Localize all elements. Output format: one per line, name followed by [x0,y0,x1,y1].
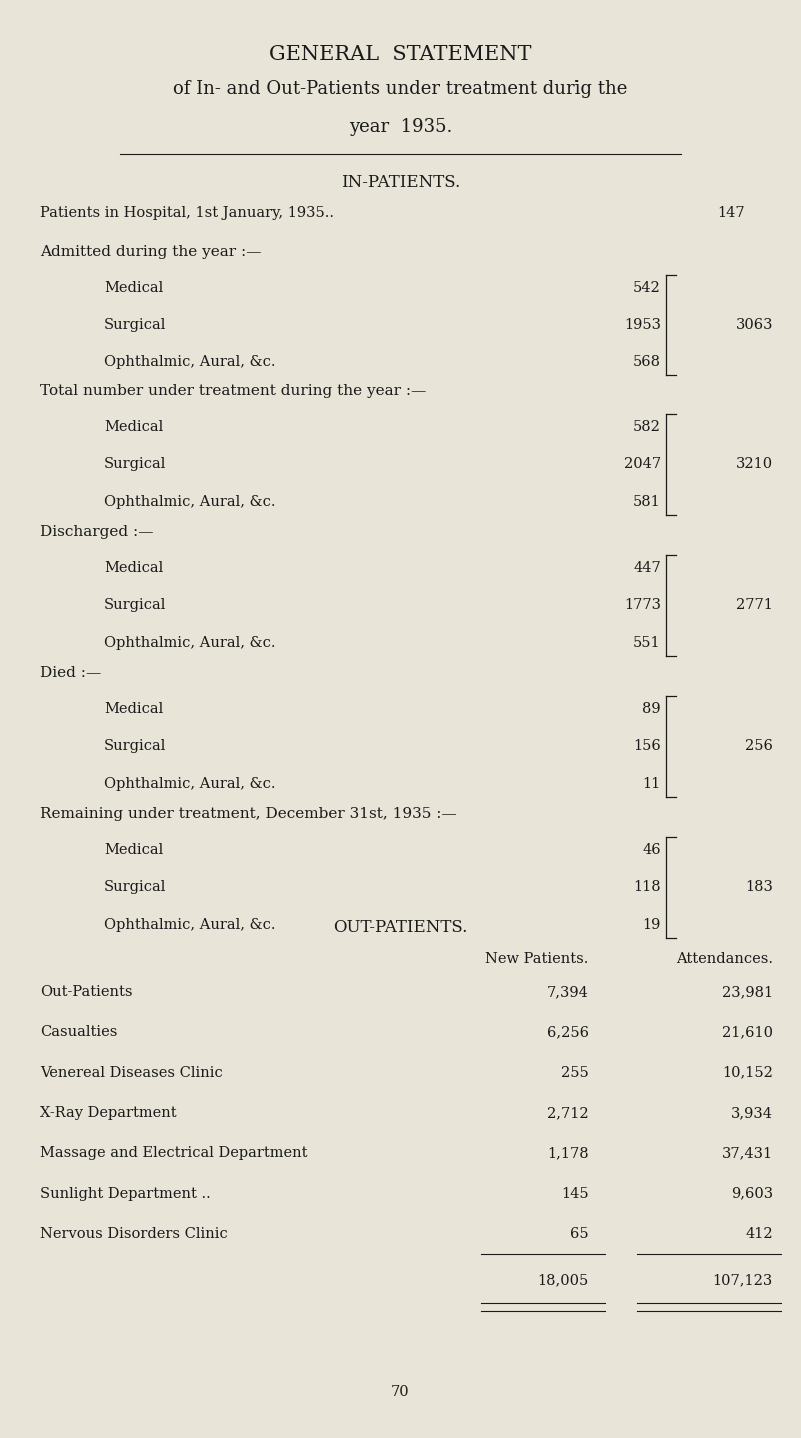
Text: Medical: Medical [104,561,163,575]
Text: Died :—: Died :— [40,666,101,680]
Text: OUT-PATIENTS.: OUT-PATIENTS. [333,919,468,936]
Text: 581: 581 [633,495,661,509]
Text: 2771: 2771 [736,598,773,613]
Text: 65: 65 [570,1227,589,1241]
Text: 183: 183 [745,880,773,894]
Text: Massage and Electrical Department: Massage and Electrical Department [40,1146,308,1160]
Text: 9,603: 9,603 [731,1186,773,1201]
Text: 10,152: 10,152 [722,1066,773,1080]
Text: Nervous Disorders Clinic: Nervous Disorders Clinic [40,1227,227,1241]
Text: 3063: 3063 [735,318,773,332]
Text: Sunlight Department ..: Sunlight Department .. [40,1186,211,1201]
Text: Venereal Diseases Clinic: Venereal Diseases Clinic [40,1066,223,1080]
Text: Surgical: Surgical [104,598,167,613]
Text: IN-PATIENTS.: IN-PATIENTS. [341,174,460,191]
Text: 3210: 3210 [736,457,773,472]
Text: Discharged :—: Discharged :— [40,525,154,539]
Text: of In- and Out-Patients under treatment duri̇g the: of In- and Out-Patients under treatment … [173,81,628,98]
Text: Out-Patients: Out-Patients [40,985,132,999]
Text: 46: 46 [642,843,661,857]
Text: 255: 255 [561,1066,589,1080]
Text: 412: 412 [746,1227,773,1241]
Text: Casualties: Casualties [40,1025,118,1040]
Text: Ophthalmic, Aural, &c.: Ophthalmic, Aural, &c. [104,636,276,650]
Text: 1773: 1773 [624,598,661,613]
Text: Attendances.: Attendances. [676,952,773,966]
Text: 147: 147 [718,206,745,220]
Text: 118: 118 [634,880,661,894]
Text: Admitted during the year :—: Admitted during the year :— [40,244,262,259]
Text: 568: 568 [633,355,661,370]
Text: 37,431: 37,431 [722,1146,773,1160]
Text: 23,981: 23,981 [722,985,773,999]
Text: Ophthalmic, Aural, &c.: Ophthalmic, Aural, &c. [104,777,276,791]
Text: Medical: Medical [104,702,163,716]
Text: 11: 11 [642,777,661,791]
Text: Patients in Hospital, 1st January, 1935..: Patients in Hospital, 1st January, 1935.… [40,206,334,220]
Text: 156: 156 [633,739,661,754]
Text: Surgical: Surgical [104,318,167,332]
Text: 89: 89 [642,702,661,716]
Text: Medical: Medical [104,843,163,857]
Text: 1953: 1953 [624,318,661,332]
Text: 2,712: 2,712 [547,1106,589,1120]
Text: 256: 256 [745,739,773,754]
Text: 7,394: 7,394 [547,985,589,999]
Text: Surgical: Surgical [104,739,167,754]
Text: Medical: Medical [104,280,163,295]
Text: 6,256: 6,256 [547,1025,589,1040]
Text: 551: 551 [634,636,661,650]
Text: year  1935.: year 1935. [348,118,453,135]
Text: 145: 145 [562,1186,589,1201]
Text: 70: 70 [391,1385,410,1399]
Text: Ophthalmic, Aural, &c.: Ophthalmic, Aural, &c. [104,917,276,932]
Text: 542: 542 [633,280,661,295]
Text: GENERAL  STATEMENT: GENERAL STATEMENT [269,45,532,65]
Text: Medical: Medical [104,420,163,434]
Text: 1,178: 1,178 [547,1146,589,1160]
Text: Total number under treatment during the year :—: Total number under treatment during the … [40,384,426,398]
Text: 3,934: 3,934 [731,1106,773,1120]
Text: 107,123: 107,123 [713,1273,773,1287]
Text: 18,005: 18,005 [537,1273,589,1287]
Text: Remaining under treatment, December 31st, 1935 :—: Remaining under treatment, December 31st… [40,807,457,821]
Text: 21,610: 21,610 [722,1025,773,1040]
Text: X-Ray Department: X-Ray Department [40,1106,177,1120]
Text: Surgical: Surgical [104,457,167,472]
Text: Ophthalmic, Aural, &c.: Ophthalmic, Aural, &c. [104,355,276,370]
Text: Surgical: Surgical [104,880,167,894]
Text: New Patients.: New Patients. [485,952,589,966]
Text: 447: 447 [633,561,661,575]
Text: Ophthalmic, Aural, &c.: Ophthalmic, Aural, &c. [104,495,276,509]
Text: 19: 19 [642,917,661,932]
Text: 582: 582 [633,420,661,434]
Text: 2047: 2047 [624,457,661,472]
